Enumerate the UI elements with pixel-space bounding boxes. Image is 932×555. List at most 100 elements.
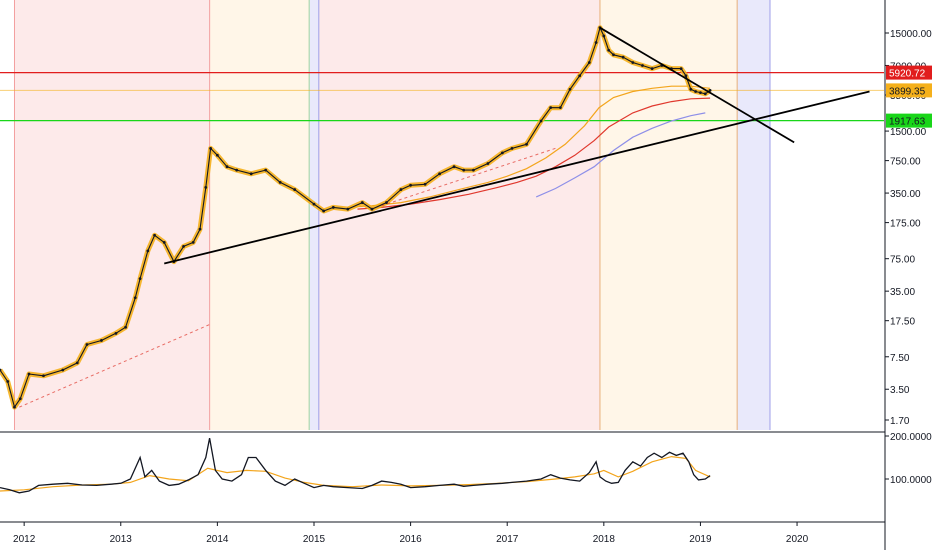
price-point	[75, 361, 79, 365]
price-point	[486, 162, 490, 165]
price-point	[694, 90, 698, 93]
vertical-markers	[13, 0, 771, 430]
price-point	[249, 172, 253, 176]
price-point	[209, 146, 213, 150]
price-point	[703, 92, 707, 96]
price-point	[235, 168, 239, 172]
period-band-2	[309, 0, 319, 430]
price-point	[114, 331, 118, 335]
trendline-1	[599, 26, 795, 144]
price-point	[312, 202, 316, 206]
price-label-resistance: 5920.72	[889, 69, 926, 80]
axes: 15000.007000.003500.001500.00750.00350.0…	[13, 0, 932, 550]
trendline-2	[19, 324, 210, 408]
price-label-box-current	[886, 83, 932, 98]
price-point	[689, 87, 693, 91]
price-point	[162, 240, 166, 244]
trendlines	[19, 26, 870, 408]
price-point	[191, 240, 195, 244]
moving-average-line-1	[357, 97, 711, 210]
price-point	[409, 183, 413, 187]
time-tick-label: 2020	[786, 534, 809, 545]
time-tick-label: 2014	[206, 534, 229, 545]
trendline-3	[381, 147, 556, 207]
time-tick-label: 2015	[303, 534, 326, 545]
price-point	[225, 165, 229, 169]
price-point	[27, 372, 31, 376]
price-point	[452, 165, 456, 169]
price-point	[510, 146, 514, 150]
oscillator-tick-label: 100.0000	[890, 475, 932, 486]
moving-average-line-0	[347, 85, 711, 208]
price-point	[423, 182, 427, 186]
oscillator-ma-line	[0, 455, 711, 492]
price-point	[462, 168, 466, 172]
price-point	[399, 188, 403, 191]
price-point	[100, 339, 103, 342]
price-point	[539, 119, 543, 123]
price-tick-label: 3.50	[890, 385, 910, 396]
price-point	[684, 74, 688, 78]
price-point	[198, 227, 202, 231]
price-tick-label: 15000.00	[890, 29, 932, 40]
price-point	[602, 34, 606, 38]
price-point	[621, 55, 625, 59]
price-point	[708, 88, 712, 92]
price-point	[612, 53, 615, 57]
price-point	[699, 91, 702, 95]
trendline-0	[164, 90, 870, 265]
price-point	[0, 368, 2, 372]
price-point	[85, 343, 89, 346]
time-tick-label: 2018	[593, 534, 616, 545]
price-point	[146, 249, 150, 253]
price-point	[204, 185, 208, 189]
oscillator-pane	[0, 431, 885, 523]
price-point	[607, 48, 611, 52]
price-tick-label: 175.00	[890, 219, 921, 230]
price-label-box-resistance	[886, 65, 932, 80]
price-series	[0, 25, 712, 410]
time-tick-label: 2019	[689, 534, 712, 545]
price-point	[385, 201, 388, 204]
period-band-1	[209, 0, 310, 430]
price-point	[679, 67, 683, 71]
time-tick-label: 2013	[110, 534, 133, 545]
price-point	[124, 325, 127, 329]
moving-averages	[347, 85, 711, 210]
time-tick-label: 2012	[13, 534, 36, 545]
price-label-box-support	[886, 113, 932, 128]
oscillator-line	[0, 437, 711, 494]
price-point	[6, 380, 10, 383]
price-tick-label: 7.50	[890, 353, 910, 364]
price-point	[370, 207, 374, 211]
price-point	[264, 168, 268, 172]
price-point	[138, 277, 142, 280]
price-line	[0, 27, 711, 408]
price-tick-label: 750.00	[890, 157, 921, 168]
price-point	[631, 61, 635, 64]
price-point	[322, 209, 326, 213]
price-point	[215, 153, 219, 157]
time-tick-label: 2017	[496, 534, 519, 545]
price-point	[153, 233, 156, 237]
price-point	[471, 168, 475, 172]
oscillator-tick-label: 200.0000	[890, 432, 932, 443]
price-point	[182, 245, 185, 248]
price-point	[594, 41, 598, 44]
price-point	[42, 374, 45, 378]
price-point	[133, 296, 137, 300]
price-point	[293, 188, 297, 191]
price-point	[18, 397, 22, 401]
price-point	[641, 64, 644, 67]
price-point	[500, 151, 504, 155]
period-band-4	[599, 0, 738, 430]
price-tick-label: 1500.00	[890, 127, 927, 138]
horizontal-levels	[0, 71, 884, 122]
price-label-support: 1917.63	[889, 117, 926, 128]
price-tick-label: 35.00	[890, 287, 915, 298]
price-point	[568, 87, 572, 91]
price-tick-label: 75.00	[890, 255, 915, 266]
price-point	[587, 61, 591, 64]
